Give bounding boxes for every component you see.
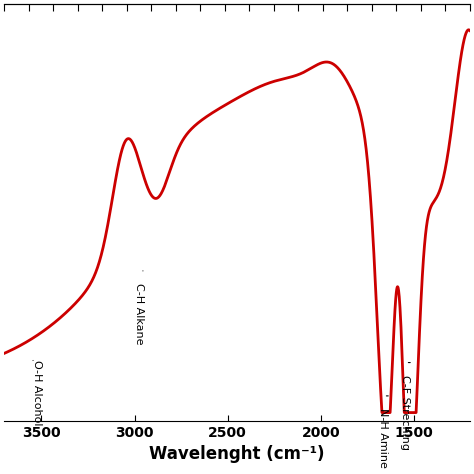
Text: C-F Streching: C-F Streching (400, 375, 410, 450)
Text: N-H Amine: N-H Amine (378, 409, 388, 468)
X-axis label: Wavelenght (cm⁻¹): Wavelenght (cm⁻¹) (149, 446, 325, 463)
Text: C-H Alkane: C-H Alkane (134, 283, 144, 345)
Text: O-H Alcohol: O-H Alcohol (32, 361, 42, 426)
